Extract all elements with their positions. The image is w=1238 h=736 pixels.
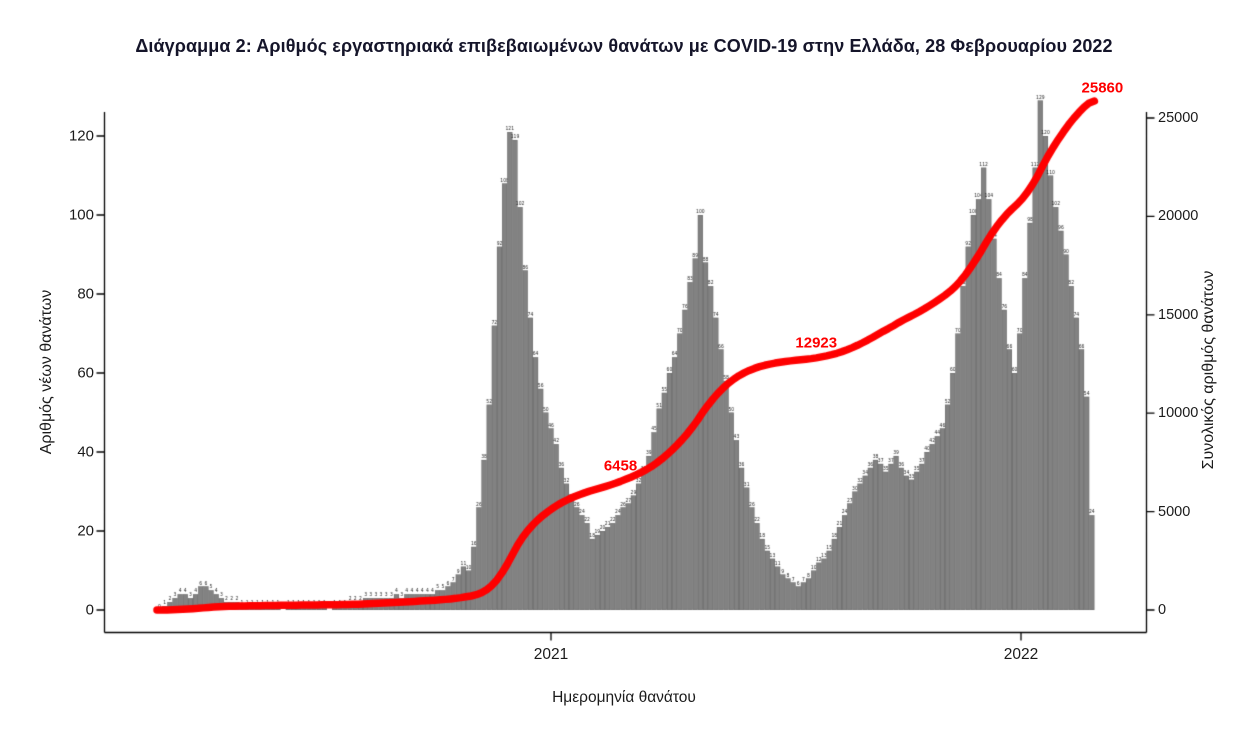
x-axis-title: Ημερομηνία θανάτου	[552, 689, 696, 706]
x-axis-tick-label: 2022	[1003, 646, 1039, 663]
right-axis-tick-label: 25000	[1158, 110, 1199, 126]
left-axis-tick-label: 60	[77, 364, 94, 382]
annotation-cumulative-6458: 6458	[603, 457, 638, 475]
right-axis-tick-label: 5000	[1158, 503, 1191, 520]
left-axis-tick-label: 80	[77, 285, 94, 303]
annotation-cumulative-12923: 12923	[795, 334, 838, 352]
chart-title: Διάγραμμα 2: Αριθμός εργαστηριακά επιβεβ…	[135, 36, 1113, 56]
right-axis-tick-label: 20000	[1158, 208, 1199, 225]
right-axis-title: Συνολικός αριθμός θανάτων	[1200, 270, 1217, 470]
left-axis-tick-label: 40	[77, 443, 94, 461]
annotation-cumulative-25860: 25860	[1081, 79, 1124, 97]
right-axis-tick-label: 15000	[1158, 306, 1199, 323]
right-axis-tick-label: 10000	[1158, 405, 1199, 422]
left-axis-tick-label: 0	[85, 601, 94, 619]
left-axis-tick-label: 20	[77, 522, 94, 540]
x-axis-tick-label: 2021	[533, 646, 569, 663]
right-axis-tick-label: 0	[1158, 602, 1167, 618]
left-axis-tick-label: 120	[68, 127, 94, 145]
left-axis-tick-label: 100	[68, 206, 94, 224]
